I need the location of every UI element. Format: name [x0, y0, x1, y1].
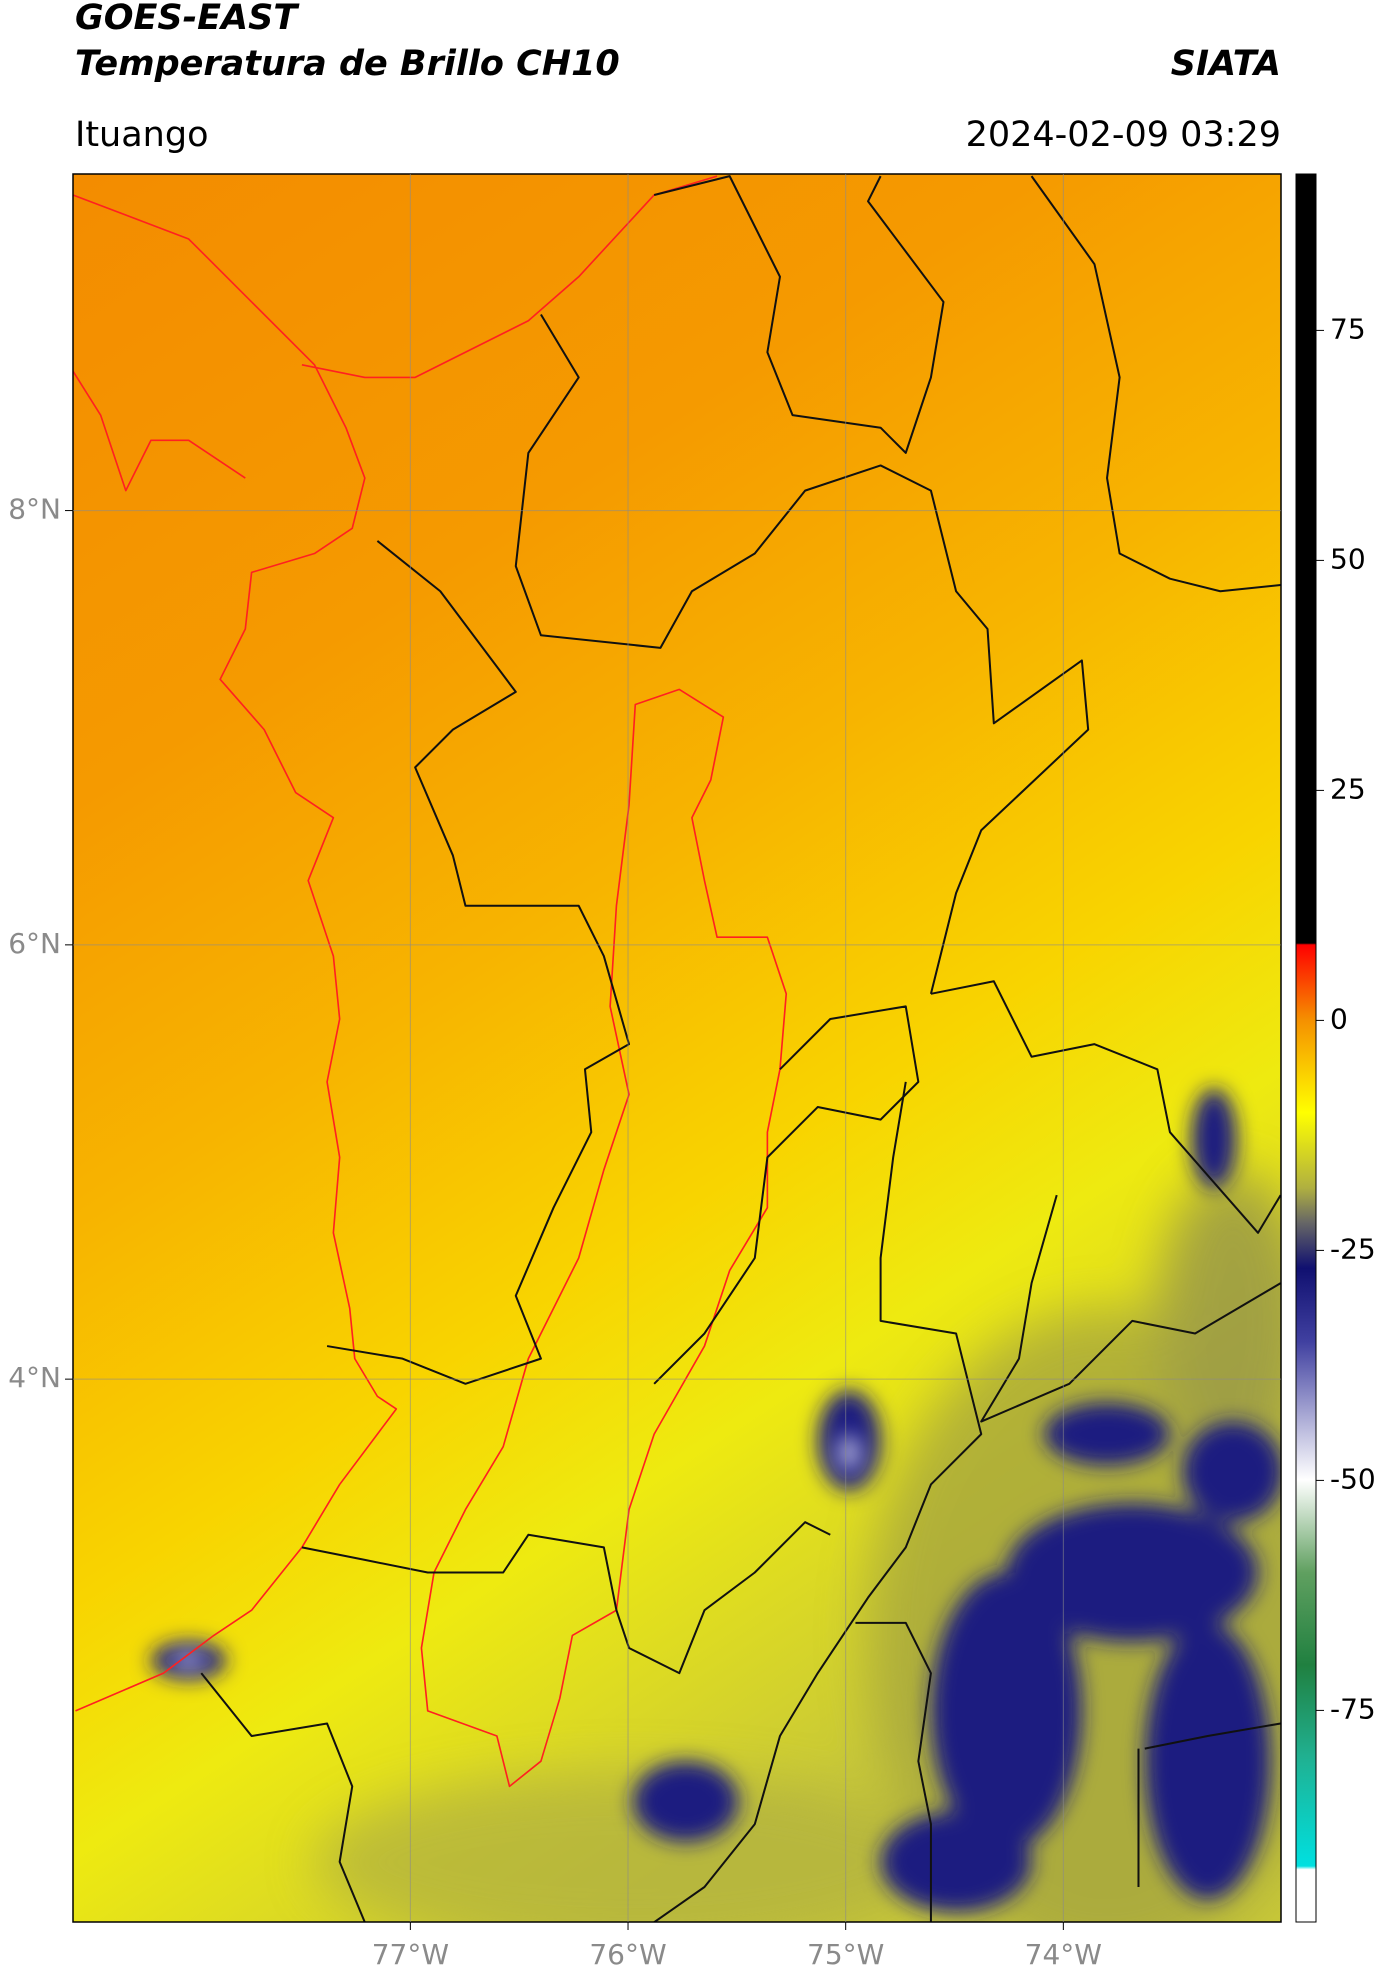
y-tick-label: 6°N	[8, 927, 61, 960]
y-tick-label: 8°N	[8, 493, 61, 526]
colorbar-tick-label: -25	[1330, 1232, 1376, 1265]
timestamp: 2024-02-09 03:29	[966, 115, 1281, 155]
colorbar-tick-label: 0	[1330, 1002, 1348, 1035]
x-tick-label: 74°W	[1025, 1938, 1102, 1971]
map-image	[73, 174, 1281, 1922]
map-frame	[72, 173, 1282, 1923]
colorbar-tick-label: 75	[1330, 312, 1366, 345]
colorbar-tick-label: 50	[1330, 542, 1366, 575]
x-tick-label: 75°W	[807, 1938, 884, 1971]
colorbar-tick-label: 25	[1330, 772, 1366, 805]
subtitle: Temperatura de Brillo CH10	[75, 44, 620, 84]
colorbar-tick-label: -50	[1330, 1462, 1376, 1495]
title: GOES-EAST	[75, 0, 300, 38]
brand: SIATA	[1171, 44, 1281, 84]
colorbar	[1295, 173, 1317, 1923]
x-tick-label: 76°W	[589, 1938, 666, 1971]
region: Ituango	[75, 115, 209, 155]
y-tick-label: 4°N	[8, 1361, 61, 1394]
x-tick-label: 77°W	[372, 1938, 449, 1971]
colorbar-tick-label: -75	[1330, 1692, 1376, 1725]
